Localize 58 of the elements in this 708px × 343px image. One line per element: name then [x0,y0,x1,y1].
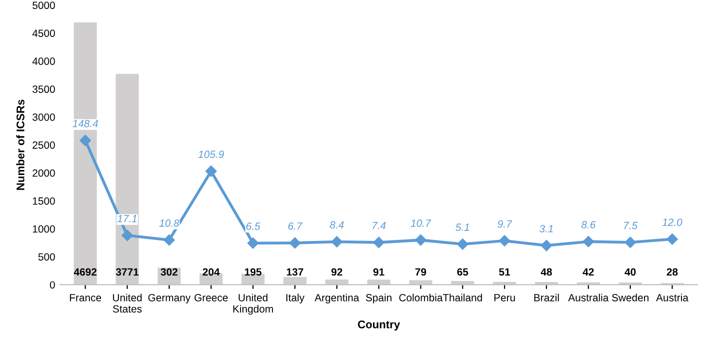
data-label: 10.8 [159,219,180,227]
data-label: 6.5 [246,222,260,230]
y-tick-label: 1500 [32,197,55,205]
data-label: 105.9 [198,150,224,158]
y-tick-label: 3000 [32,113,55,121]
data-label: 48 [540,268,552,276]
data-label: 40 [624,268,636,276]
y-tick-label: 4500 [32,30,55,37]
x-tick-label: Australia [568,294,609,302]
x-tick-label: Sweden [612,294,648,302]
data-label: 7.5 [624,222,638,230]
x-tick-label: United Kingdom [233,294,273,315]
data-label: 6.7 [288,222,302,230]
data-label: 8.6 [581,221,596,228]
data-label: 65 [457,268,468,276]
data-label: 9.7 [498,220,512,228]
x-tick-label: France [70,294,102,302]
data-label: 5.1 [456,224,469,231]
data-label: 3.1 [539,225,553,232]
y-tick-label: 3500 [32,86,55,93]
x-tick-label: Austria [656,294,688,302]
data-label: 7.4 [372,222,386,230]
x-tick-label: Peru [494,294,515,302]
data-label: 195 [244,268,262,276]
x-tick-label: Spain [366,294,392,304]
x-tick-label: Greece [194,294,228,302]
y-tick-label: 2500 [32,141,55,149]
data-label: 137 [286,268,304,276]
x-tick-label: Thailand [442,294,482,302]
data-label: 8.4 [330,221,344,229]
y-tick-label: 4000 [32,58,55,65]
data-label: 3771 [116,268,139,276]
x-tick-label: Colombia [399,294,443,302]
y-tick-label: 5000 [32,2,55,10]
x-tick-label: Italy [286,294,304,304]
y-tick-label: 0 [50,281,55,289]
data-label: 10.7 [410,220,432,227]
data-label: 42 [582,268,594,276]
x-tick-label: Argentina [314,294,360,304]
y-tick-label: 2000 [32,169,55,177]
data-label: 92 [331,268,342,276]
y-tick-label: 500 [38,253,55,261]
x-axis-title: Country [358,320,400,331]
data-label: 204 [202,268,220,276]
data-label: 4692 [74,268,97,276]
x-tick-label: Germany [148,294,191,304]
data-label: 148.4 [72,120,98,128]
data-label: 17.1 [117,214,137,222]
data-label: 79 [415,268,426,276]
data-label: 28 [666,268,678,276]
x-tick-label: Brazil [534,294,559,302]
x-tick-label: United States [112,294,142,313]
data-label: 91 [373,268,384,276]
y-tick-label: 1000 [32,225,55,233]
data-label: 12.0 [662,218,682,226]
data-label: 302 [160,268,178,276]
data-label: 51 [499,268,510,276]
y-axis-title: Number of ICSRs [16,100,24,190]
